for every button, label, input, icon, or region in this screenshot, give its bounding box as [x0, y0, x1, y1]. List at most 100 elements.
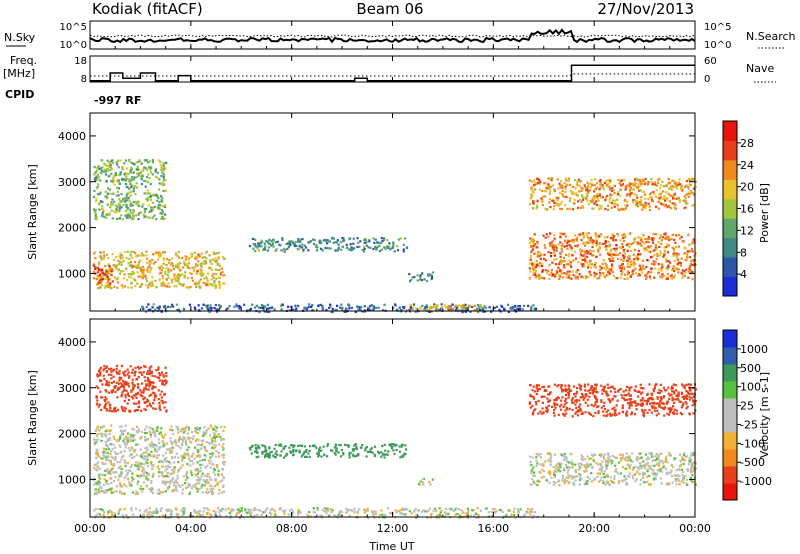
heatmap-cell — [217, 481, 220, 484]
heatmap-cell — [392, 512, 395, 515]
heatmap-cell — [383, 246, 386, 249]
heatmap-cell — [654, 246, 657, 249]
heatmap-cell — [110, 159, 113, 162]
heatmap-cell — [588, 270, 591, 273]
heatmap-cell — [210, 278, 213, 281]
heatmap-cell — [456, 308, 460, 311]
heatmap-cell — [159, 373, 162, 376]
heatmap-cell — [181, 515, 184, 518]
heatmap-cell — [120, 364, 123, 368]
heatmap-cell — [560, 232, 563, 235]
heatmap-cell — [317, 455, 320, 458]
colorbar-cell — [723, 198, 737, 219]
heatmap-cell — [360, 306, 363, 309]
heatmap-cell — [389, 248, 392, 251]
heatmap-cell — [127, 216, 130, 219]
heatmap-cell — [640, 196, 643, 199]
heatmap-cell — [473, 309, 476, 312]
heatmap-cell — [188, 303, 191, 306]
heatmap-cell — [608, 257, 611, 261]
heatmap-cell — [683, 207, 686, 210]
heatmap-cell — [124, 464, 127, 467]
heatmap-cell — [348, 307, 351, 310]
heatmap-cell — [321, 516, 324, 519]
heatmap-cell — [135, 425, 139, 428]
heatmap-cell — [101, 461, 104, 464]
heatmap-cell — [114, 476, 117, 479]
heatmap-cell — [110, 273, 113, 277]
heatmap-cell — [602, 259, 605, 262]
heatmap-cell — [219, 272, 223, 275]
heatmap-cell — [272, 238, 275, 241]
heatmap-cell — [108, 212, 111, 215]
heatmap-cell — [142, 467, 145, 470]
heatmap-cell — [693, 178, 696, 181]
heatmap-cell — [611, 270, 614, 273]
heatmap-cell — [110, 487, 114, 490]
heatmap-cell — [646, 468, 649, 471]
heatmap-cell — [665, 184, 668, 187]
heatmap-cell — [213, 485, 216, 488]
heatmap-cell — [165, 277, 168, 281]
heatmap-cell — [109, 166, 112, 169]
heatmap-cell — [287, 242, 290, 245]
heatmap-cell — [535, 263, 538, 266]
heatmap-cell — [118, 203, 121, 206]
heatmap-cell — [104, 286, 107, 289]
heatmap-cell — [135, 168, 138, 171]
heatmap-cell — [510, 307, 513, 310]
heatmap-cell — [648, 237, 651, 240]
heatmap-cell — [606, 194, 609, 198]
heatmap-cell — [419, 274, 422, 277]
heatmap-cell — [440, 509, 443, 513]
heatmap-cell — [567, 240, 570, 243]
heatmap-cell — [264, 454, 267, 457]
heatmap-cell — [533, 233, 536, 236]
heatmap-cell — [651, 237, 654, 240]
heatmap-cell — [589, 189, 592, 192]
heatmap-cell — [387, 450, 390, 453]
heatmap-cell — [307, 452, 310, 455]
heatmap-cell — [635, 185, 638, 188]
heatmap-cell — [324, 246, 327, 249]
heatmap-cell — [148, 260, 151, 263]
heatmap-cell — [596, 186, 599, 189]
heatmap-cell — [132, 250, 135, 253]
heatmap-cell — [190, 487, 193, 490]
heatmap-cell — [162, 166, 165, 169]
heatmap-cell — [553, 189, 556, 192]
heatmap-cell — [163, 392, 166, 396]
heatmap-cell — [650, 177, 653, 181]
heatmap-cell — [164, 161, 168, 165]
heatmap-cell — [122, 384, 125, 387]
heatmap-cell — [533, 183, 537, 186]
heatmap-cell — [171, 257, 174, 260]
heatmap-cell — [131, 479, 134, 482]
heatmap-cell — [146, 455, 149, 459]
heatmap-cell — [423, 307, 426, 311]
heatmap-cell — [465, 512, 468, 515]
heatmap-cell — [269, 508, 273, 511]
heatmap-cell — [172, 305, 175, 308]
heatmap-cell — [658, 193, 661, 196]
heatmap-cell — [154, 444, 157, 447]
heatmap-cell — [594, 261, 597, 264]
heatmap-cell — [376, 245, 379, 248]
heatmap-cell — [602, 271, 605, 275]
heatmap-cell — [99, 390, 102, 393]
heatmap-cell — [638, 242, 641, 246]
heatmap-cell — [97, 165, 100, 168]
heatmap-cell — [584, 255, 587, 258]
heatmap-cell — [141, 265, 145, 269]
heatmap-cell — [119, 260, 122, 264]
heatmap-cell — [125, 172, 128, 175]
heatmap-cell — [610, 187, 613, 190]
heatmap-cell — [261, 451, 264, 454]
heatmap-cell — [162, 189, 165, 192]
heatmap-cell — [559, 235, 562, 238]
heatmap-cell — [200, 486, 203, 489]
heatmap-cell — [106, 455, 109, 458]
heatmap-cell — [170, 510, 173, 513]
heatmap-cell — [107, 455, 110, 458]
heatmap-cell — [113, 385, 116, 388]
